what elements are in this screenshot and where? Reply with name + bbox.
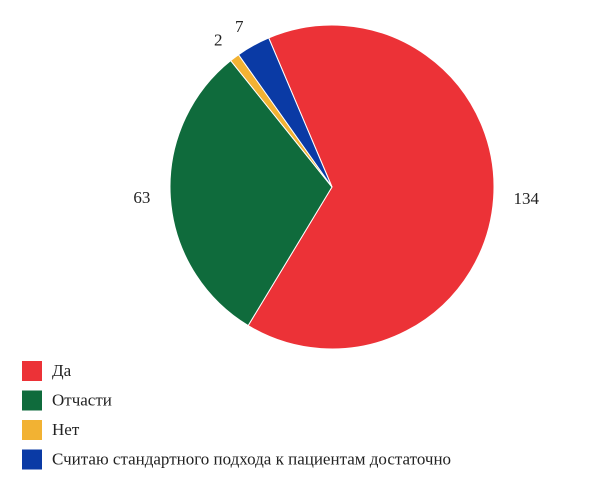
legend-label: Отчасти	[52, 390, 112, 409]
pie-slice	[247, 24, 495, 350]
data-label: 63	[133, 188, 150, 207]
pie-slice	[237, 37, 333, 188]
data-label: 7	[235, 17, 244, 36]
legend-swatch	[22, 390, 42, 411]
data-label: 2	[214, 31, 223, 50]
legend-label: Нет	[52, 420, 80, 439]
legend-label: Да	[52, 361, 72, 380]
legend-swatch	[22, 361, 42, 381]
legend-swatch	[22, 449, 42, 470]
pie-slice	[169, 59, 333, 327]
data-label: 134	[514, 189, 540, 208]
legend-swatch	[22, 420, 42, 440]
legend-label: Считаю стандартного подхода к пациентам …	[52, 449, 451, 468]
